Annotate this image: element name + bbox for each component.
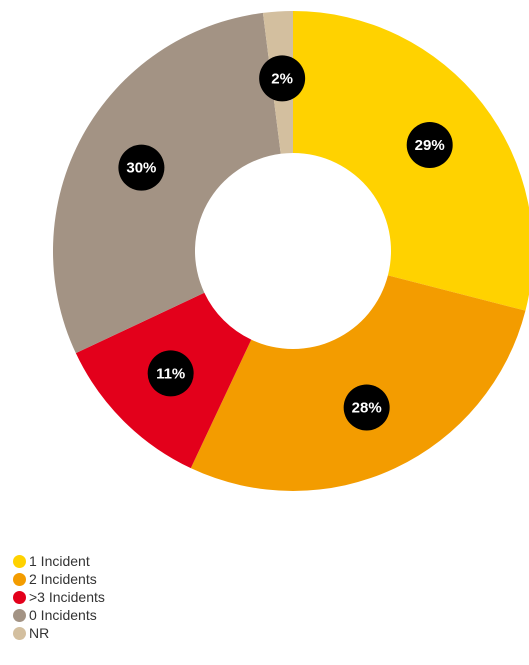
data-label: 28% [343, 384, 390, 431]
data-label-text: 30% [126, 160, 156, 177]
slice-0-incidents [52, 12, 281, 354]
legend-swatch [13, 554, 26, 568]
legend-label: 1 Incident [29, 553, 90, 569]
legend-label: NR [29, 625, 50, 641]
data-label-badge [147, 350, 194, 397]
legend-swatch [13, 608, 26, 622]
legend-label: >3 Incidents [29, 589, 105, 605]
data-label: 30% [118, 144, 165, 191]
legend-swatch [13, 572, 26, 586]
data-label-badge [118, 144, 165, 191]
data-label-badge [259, 55, 306, 102]
legend-label: 2 Incidents [29, 571, 97, 587]
slice-1-incident [293, 11, 529, 311]
data-label: 29% [406, 121, 453, 168]
data-label-text: 28% [352, 400, 382, 417]
chart-legend: 1 Incident 2 Incidents >3 Incidents 0 Incid… [13, 552, 105, 642]
legend-swatch [13, 626, 26, 640]
data-label-badge [406, 121, 453, 168]
legend-swatch [13, 590, 26, 604]
slice-2-incidents [190, 275, 526, 492]
data-label-badge [343, 384, 390, 431]
legend-item: NR [13, 624, 105, 642]
donut-chart: 29% 28% 11% 30% 2% [52, 11, 529, 492]
data-label-text: 11% [156, 365, 185, 382]
data-label-text: 29% [415, 137, 445, 154]
data-label: 11% [147, 350, 194, 397]
data-label: 2% [259, 55, 306, 102]
legend-item: 2 Incidents [13, 570, 105, 588]
legend-label: 0 Incidents [29, 607, 97, 623]
legend-item: 1 Incident [13, 552, 105, 570]
data-labels: 29% 28% 11% 30% 2% [118, 55, 453, 431]
legend-item: 0 Incidents [13, 606, 105, 624]
legend-item: >3 Incidents [13, 588, 105, 606]
data-label-text: 2% [271, 70, 293, 87]
